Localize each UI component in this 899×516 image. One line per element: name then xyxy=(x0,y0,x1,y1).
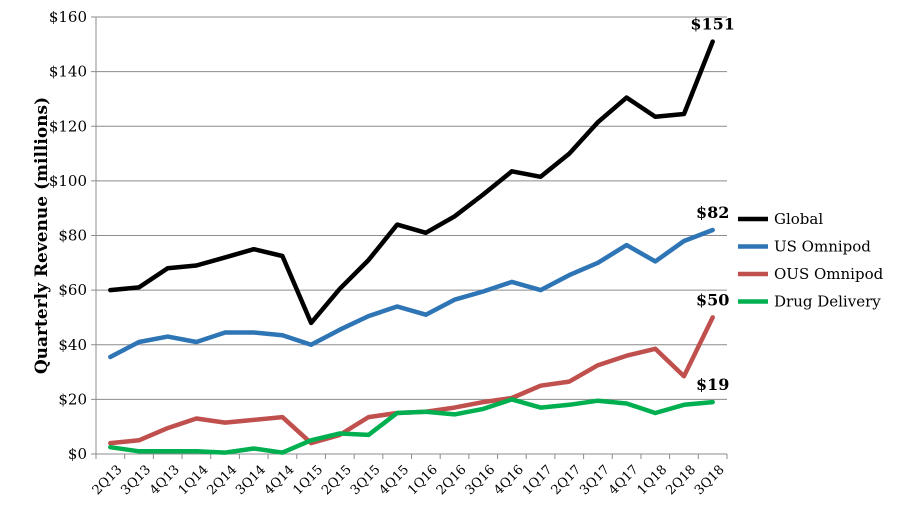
legend: Global US Omnipod OUS Omnipod Drug Delivery xyxy=(738,210,884,311)
y-tick-label: $140 xyxy=(49,63,87,81)
gridlines xyxy=(96,16,727,455)
x-tick-label: 4Q15 xyxy=(377,462,413,498)
end-label: $50 xyxy=(696,290,729,309)
end-labels: $151 $82 $50 $19 xyxy=(690,15,735,395)
x-axis-ticks: 2Q133Q134Q131Q142Q143Q144Q141Q152Q153Q15… xyxy=(90,454,728,498)
series-lines xyxy=(108,39,715,455)
end-label: $19 xyxy=(696,375,729,394)
y-axis-label: Quarterly Revenue (millions) xyxy=(32,97,52,374)
x-tick-label: 3Q16 xyxy=(463,462,499,498)
x-tick-label: 2Q15 xyxy=(319,462,355,498)
series-line-3 xyxy=(108,397,715,455)
y-tick-label: $80 xyxy=(58,227,87,245)
legend-label: OUS Omnipod xyxy=(774,265,884,283)
x-tick-label: 3Q15 xyxy=(348,462,384,498)
x-tick-label: 4Q17 xyxy=(606,462,642,498)
legend-label: US Omnipod xyxy=(774,238,871,256)
x-tick-label: 1Q15 xyxy=(290,462,326,498)
legend-label: Drug Delivery xyxy=(774,293,881,311)
series-line-1 xyxy=(108,227,715,360)
y-tick-label: $160 xyxy=(49,8,87,26)
y-tick-label: $60 xyxy=(58,281,87,299)
y-tick-label: $20 xyxy=(58,390,87,408)
y-axis-ticks: $0 $20 $40 $60 $80 $100 $120 $140 $160 xyxy=(49,8,96,463)
x-tick-label: 3Q17 xyxy=(577,462,613,498)
x-tick-label: 2Q13 xyxy=(90,462,126,498)
x-tick-label: 2Q17 xyxy=(549,462,585,498)
y-tick-label: $0 xyxy=(68,445,87,463)
y-tick-label: $120 xyxy=(49,117,87,135)
x-tick-label: 2Q16 xyxy=(434,462,470,498)
end-label: $151 xyxy=(690,15,735,34)
y-tick-label: $100 xyxy=(49,172,87,190)
x-tick-label: 1Q18 xyxy=(635,462,671,498)
x-tick-label: 4Q14 xyxy=(262,462,298,498)
x-tick-label: 3Q18 xyxy=(692,462,728,498)
x-tick-label: 1Q17 xyxy=(520,462,556,498)
x-tick-label: 3Q13 xyxy=(118,462,154,498)
x-tick-label: 4Q16 xyxy=(491,462,527,498)
series-line-0 xyxy=(108,39,715,326)
x-tick-label: 1Q14 xyxy=(176,462,212,498)
end-label: $82 xyxy=(696,203,729,222)
x-tick-label: 2Q14 xyxy=(204,462,240,498)
series-line-2 xyxy=(108,315,715,446)
legend-label: Global xyxy=(774,210,823,228)
y-tick-label: $40 xyxy=(58,336,87,354)
x-tick-label: 3Q14 xyxy=(233,462,269,498)
x-tick-label: 1Q16 xyxy=(405,462,441,498)
x-tick-label: 4Q13 xyxy=(147,462,183,498)
x-tick-label: 2Q18 xyxy=(663,462,699,498)
